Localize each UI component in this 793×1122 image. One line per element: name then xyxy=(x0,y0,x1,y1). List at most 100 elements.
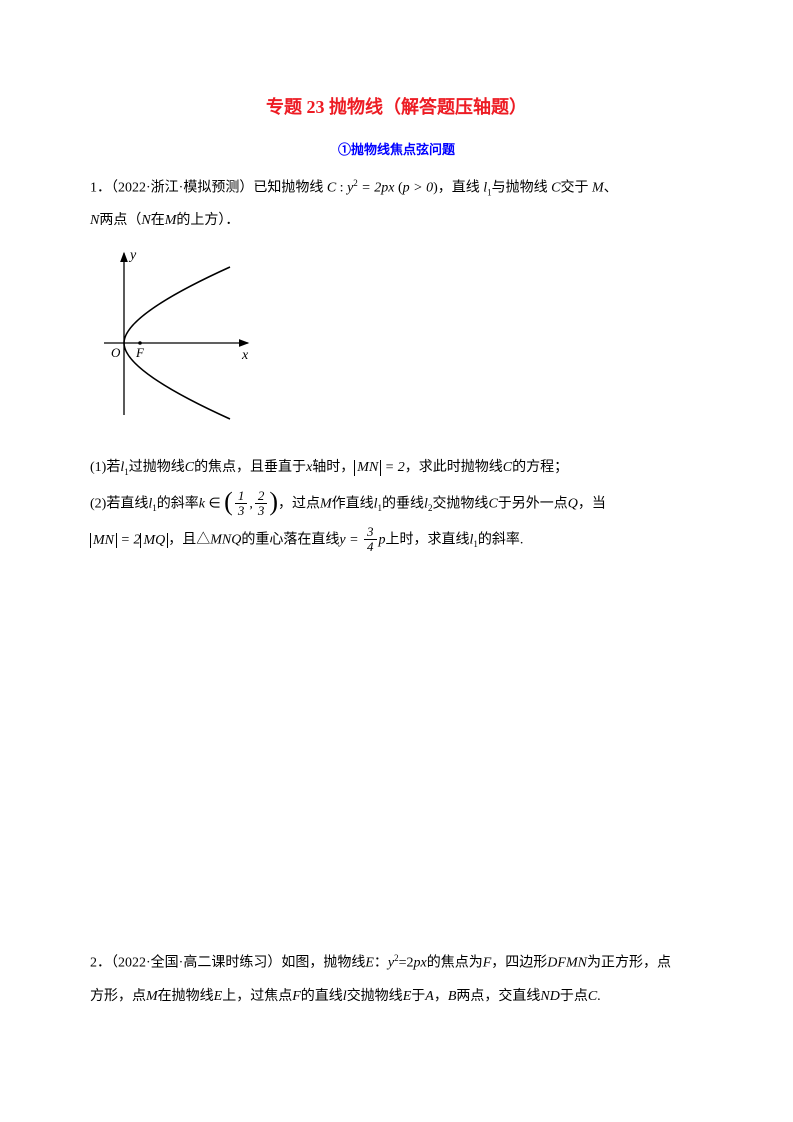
text: ，直线 xyxy=(438,181,480,196)
text: 如图，抛物线 xyxy=(281,956,365,971)
text: 的焦点为 xyxy=(427,956,483,971)
curve-label: C xyxy=(327,181,336,196)
M: M xyxy=(320,496,332,511)
rparen: ) xyxy=(269,489,278,515)
text: 于点 xyxy=(560,989,588,1004)
problem-2-line1: 2．（2022·全国·高二课时练习）如图，抛物线E：y2=2px的焦点为F，四边… xyxy=(90,950,703,977)
problem-number: 1． xyxy=(90,181,111,196)
in: ∈ xyxy=(205,496,224,511)
focus-label: F xyxy=(135,345,145,360)
text: 若直线 xyxy=(106,496,148,511)
text: 在抛物线 xyxy=(158,989,214,1004)
section-subtitle: ①抛物线焦点弦问题 xyxy=(90,138,703,163)
text: ，四边形 xyxy=(491,956,547,971)
comma: ， xyxy=(434,989,448,1004)
den: 3 xyxy=(235,504,248,518)
text: 轴时， xyxy=(312,460,354,475)
subtitle-text: ①抛物线焦点弦问题 xyxy=(338,142,455,157)
den: 4 xyxy=(364,540,377,554)
num: 1 xyxy=(235,489,248,504)
text: ，且 xyxy=(168,533,196,548)
E: E xyxy=(214,989,223,1004)
text: ，当 xyxy=(578,496,606,511)
eq-px: px xyxy=(381,181,394,196)
problem-number: 2． xyxy=(90,956,111,971)
F: F xyxy=(483,956,492,971)
eq-mid: = 2 xyxy=(358,181,381,196)
mq: MQ xyxy=(143,533,165,548)
C: C xyxy=(488,496,497,511)
text: 的垂线 xyxy=(382,496,424,511)
eq: =2 xyxy=(399,956,414,971)
problem-1-part-1: (1)若l1过抛物线C的焦点，且垂直于x轴时，MN = 2，求此时抛物线C的方程… xyxy=(90,455,703,482)
C: C xyxy=(503,460,512,475)
frac-3-4: 34 xyxy=(364,525,377,553)
text: 于另外一点 xyxy=(498,496,568,511)
DFMN: DFMN xyxy=(547,956,587,971)
text: 为正方形，点 xyxy=(587,956,671,971)
E: E xyxy=(365,956,374,971)
problem-1-intro-line2: N两点（N在M的上方）． xyxy=(90,208,703,235)
text: 、 xyxy=(604,181,618,196)
origin-label: O xyxy=(111,345,121,360)
problem-source: （2022·全国·高二课时练习） xyxy=(111,956,281,971)
text: 与抛物线 xyxy=(492,181,548,196)
tri: △ xyxy=(196,533,210,548)
frac-2-3: 23 xyxy=(255,489,268,517)
text: 的上方）． xyxy=(176,213,239,228)
problem-1-part-2b: MN = 2MQ，且△MNQ的重心落在直线y = 34p上时，求直线l1的斜率. xyxy=(90,526,703,554)
text: 的斜率 xyxy=(157,496,199,511)
text: 于 xyxy=(411,989,425,1004)
problem-1-part-2: (2)若直线l1的斜率k ∈ (13,23)，过点M作直线l1的垂线l2交抛物线… xyxy=(90,490,703,518)
text: ，求此时抛物线 xyxy=(405,460,503,475)
text: 已知抛物线 xyxy=(253,181,323,196)
eq2: = 2 xyxy=(381,460,404,475)
text: 交于 xyxy=(560,181,588,196)
part-num: (2) xyxy=(90,496,106,511)
text: 作直线 xyxy=(332,496,374,511)
M: M xyxy=(146,989,158,1004)
Q: Q xyxy=(568,496,578,511)
text: 的焦点，且垂直于 xyxy=(194,460,306,475)
y-label: y xyxy=(128,248,137,263)
E: E xyxy=(403,989,412,1004)
text: 两点，交直线 xyxy=(456,989,540,1004)
num: 2 xyxy=(255,489,268,504)
pt-M: M xyxy=(165,213,177,228)
pt-N: N xyxy=(90,213,99,228)
title-text: 专题 23 抛物线（解答题压轴题） xyxy=(266,97,527,117)
ND: ND xyxy=(540,989,559,1004)
text: 上时，求直线 xyxy=(386,533,470,548)
parabola-svg: y x O F xyxy=(100,245,260,425)
colon: ： xyxy=(374,956,388,971)
C: C xyxy=(185,460,194,475)
lparen: ( xyxy=(224,489,233,515)
problem-source: （2022·浙江·模拟预测） xyxy=(111,181,253,196)
px: px xyxy=(414,956,427,971)
p: p xyxy=(379,533,386,548)
text: 的直线 xyxy=(301,989,343,1004)
text: ，过点 xyxy=(278,496,320,511)
abs-mq: MQ xyxy=(140,533,168,548)
num: 3 xyxy=(364,525,377,540)
text: 的斜率. xyxy=(478,533,524,548)
text: 的方程； xyxy=(512,460,568,475)
text: 两点（ xyxy=(99,213,141,228)
frac-1-3: 13 xyxy=(235,489,248,517)
yeq: y = xyxy=(339,533,362,548)
text: 交抛物线 xyxy=(347,989,403,1004)
abs-mn: MN xyxy=(354,460,381,475)
F: F xyxy=(292,989,301,1004)
mn: MN xyxy=(357,460,378,475)
text: 的重心落在直线 xyxy=(241,533,339,548)
page-title: 专题 23 抛物线（解答题压轴题） xyxy=(90,90,703,124)
text: 在 xyxy=(151,213,165,228)
problem-2-line2: 为正方形，点方形，点M在抛物线E上，过焦点F的直线l交抛物线E于A，B两点，交直… xyxy=(90,984,703,1011)
x-label: x xyxy=(241,348,249,363)
C: C xyxy=(588,989,597,1004)
eq-cond: p > 0 xyxy=(403,181,433,196)
abs-mn: MN xyxy=(90,533,117,548)
text: 交抛物线 xyxy=(432,496,488,511)
eq-mid: = 2 xyxy=(117,533,140,548)
mn: MN xyxy=(93,533,114,548)
